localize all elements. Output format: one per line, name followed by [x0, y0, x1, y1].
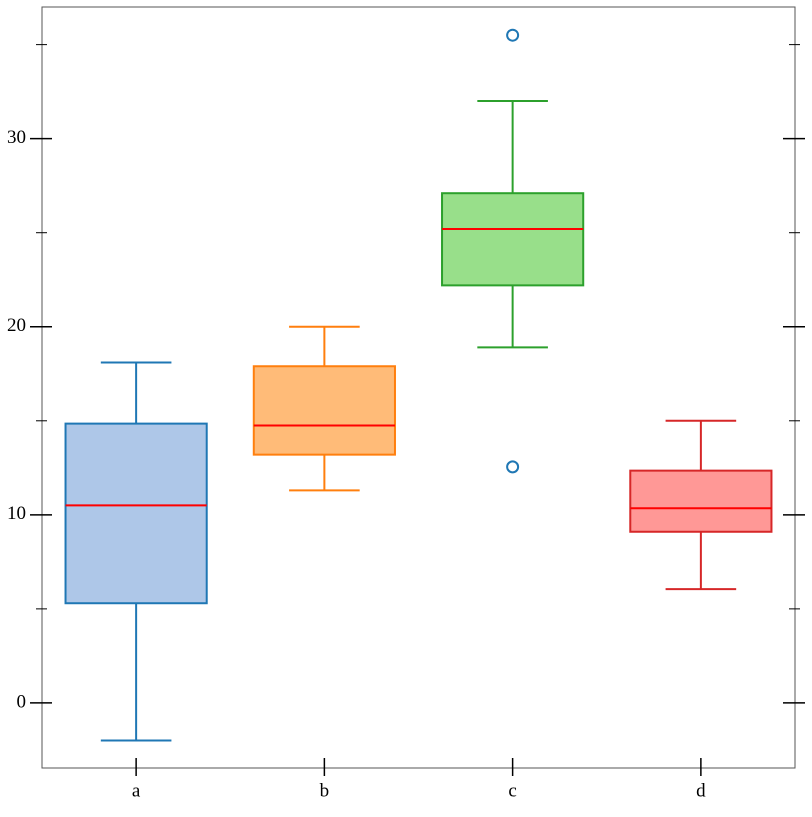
- outlier: [506, 28, 520, 42]
- y-tick-label: 10: [7, 503, 26, 524]
- x-tick-label: c: [508, 780, 516, 801]
- y-tick-label: 0: [17, 691, 27, 712]
- outlier: [506, 460, 520, 474]
- box: [441, 192, 585, 287]
- y-tick-label: 30: [7, 127, 26, 148]
- x-tick-label: b: [320, 780, 330, 801]
- box: [64, 422, 208, 605]
- box: [629, 469, 773, 533]
- x-tick-label: d: [696, 780, 706, 801]
- y-tick-label: 20: [7, 315, 26, 336]
- box: [252, 365, 396, 456]
- x-tick-label: a: [132, 780, 141, 801]
- plot-frame: [41, 6, 796, 769]
